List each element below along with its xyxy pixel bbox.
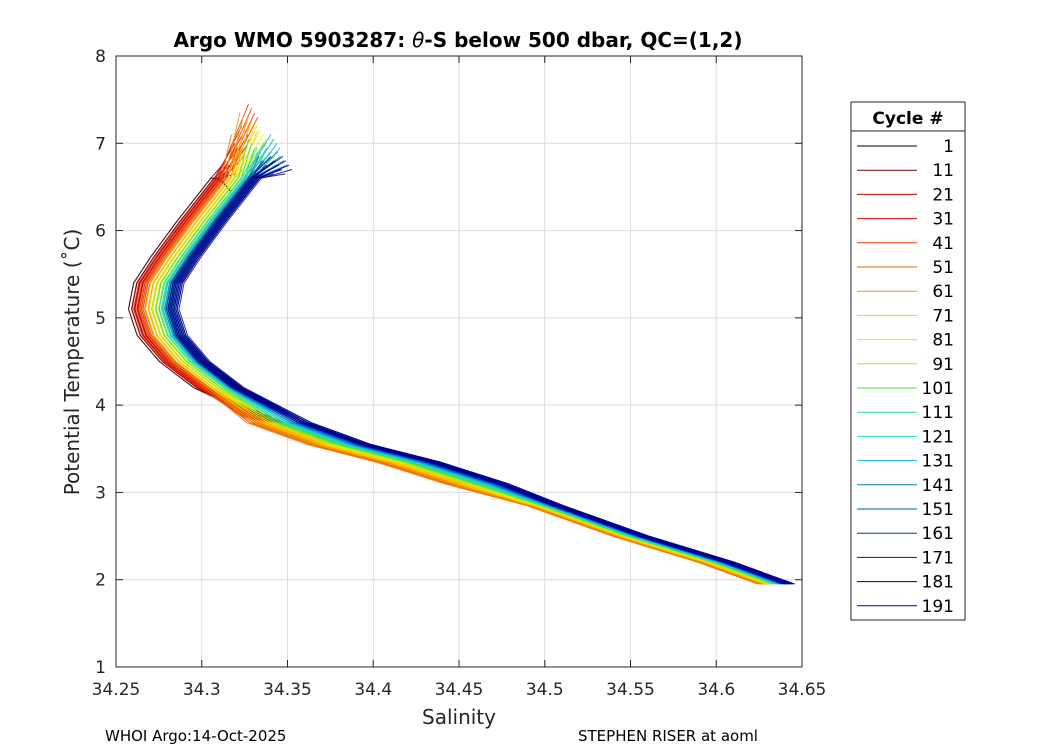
profile-line <box>155 138 774 585</box>
legend-label: 1 <box>943 137 954 157</box>
legend-label: 181 <box>922 573 954 593</box>
profile-line <box>152 142 772 585</box>
legend-label: 71 <box>932 306 954 326</box>
legend-label: 61 <box>932 282 954 302</box>
profile-line <box>158 147 776 585</box>
legend-label: 191 <box>922 597 954 617</box>
x-tick-label: 34.6 <box>697 680 735 700</box>
legend-entries: 1112131415161718191101111121131141151161… <box>857 137 954 617</box>
legend-label: 131 <box>922 452 954 472</box>
profile-line <box>162 134 779 585</box>
x-tick-label: 34.65 <box>778 680 827 700</box>
legend-label: 101 <box>922 379 954 399</box>
x-tick-labels: 34.25 34.3 34.35 34.4 34.45 34.5 34.55 34.6 34.6… <box>92 680 827 700</box>
legend-label: 51 <box>932 258 954 278</box>
tick-marks <box>115 55 803 668</box>
y-tick-label: 4 <box>95 396 106 416</box>
chart-title: Argo WMO 5903287: θ-S below 500 dbar, QC… <box>174 28 743 52</box>
profile-line <box>145 116 765 585</box>
profile-line <box>178 168 795 585</box>
y-tick-labels: 1 2 3 4 5 6 7 8 <box>95 47 106 678</box>
profile-line <box>169 155 786 585</box>
x-tick-label: 34.3 <box>183 680 221 700</box>
legend-label: 31 <box>932 210 954 230</box>
legend: Cycle # 11121314151617181911011111211311… <box>850 101 966 621</box>
legend-label: 111 <box>922 403 954 423</box>
legend-label: 41 <box>932 234 954 254</box>
legend-label: 171 <box>922 548 954 568</box>
y-tick-label: 2 <box>95 571 106 591</box>
profile-line <box>175 164 792 585</box>
y-tick-label: 5 <box>95 309 106 329</box>
x-tick-label: 34.5 <box>526 680 564 700</box>
legend-label: 21 <box>932 185 954 205</box>
legend-label: 81 <box>932 331 954 351</box>
profile-line <box>148 125 769 585</box>
legend-label: 161 <box>922 524 954 544</box>
legend-label: 141 <box>922 476 954 496</box>
series-group <box>128 103 795 585</box>
y-tick-label: 6 <box>95 222 106 242</box>
y-axis-label: Potential Temperature (˚C) <box>60 229 84 496</box>
legend-label: 11 <box>932 161 954 181</box>
profile-line <box>141 112 762 585</box>
profile-line <box>138 134 759 585</box>
legend-label: 151 <box>922 500 954 520</box>
legend-title: Cycle # <box>872 109 943 129</box>
y-tick-label: 7 <box>95 134 106 154</box>
y-tick-label: 3 <box>95 483 106 503</box>
legend-label: 91 <box>932 355 954 375</box>
profile-line <box>164 151 781 585</box>
footer-left: WHOI Argo:14-Oct-2025 <box>105 727 286 745</box>
x-tick-label: 34.25 <box>92 680 141 700</box>
profile-line <box>172 160 789 585</box>
x-axis-label: Salinity <box>422 705 496 729</box>
legend-label: 121 <box>922 427 954 447</box>
x-tick-label: 34.4 <box>354 680 392 700</box>
x-tick-label: 34.45 <box>435 680 484 700</box>
y-tick-label: 8 <box>95 47 106 67</box>
profile-line <box>160 143 777 585</box>
x-tick-label: 34.55 <box>606 680 655 700</box>
x-tick-label: 34.35 <box>263 680 312 700</box>
y-tick-label: 1 <box>95 658 106 678</box>
footer-right: STEPHEN RISER at aoml <box>578 727 758 745</box>
